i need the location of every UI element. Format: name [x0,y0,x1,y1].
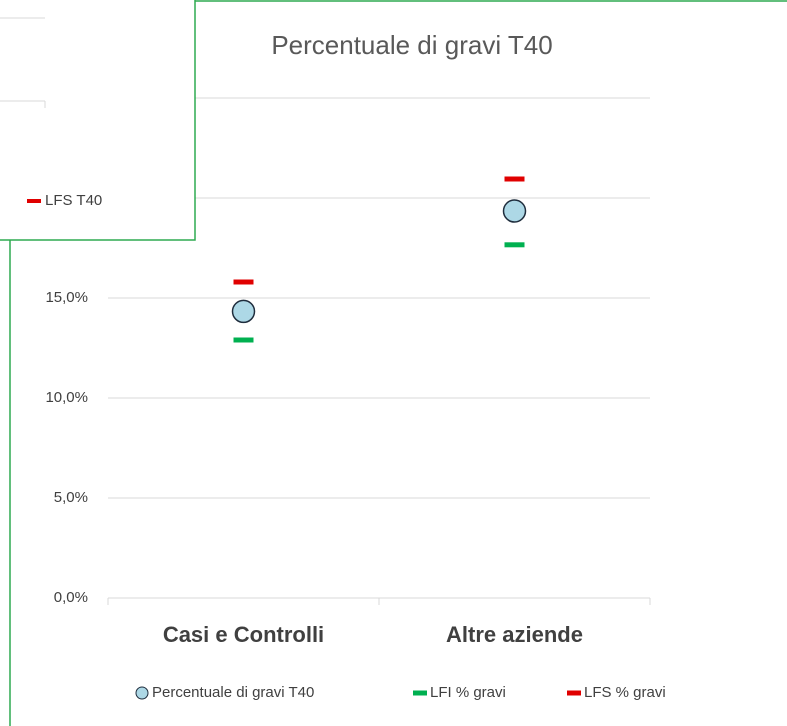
legend-entry: LFI % gravi [413,684,506,701]
legend-entry: LFS % gravi [567,684,666,701]
dash-marker [504,242,525,248]
dash-marker [413,690,427,696]
legend-label: LFS % gravi [584,684,666,701]
legend-label: Percentuale di gravi T40 [152,684,314,701]
point [231,299,256,324]
plot-area: 0,0%5,0%10,0%15,0%20,0%25,0%Casi e Contr… [45,89,665,701]
y-tick-label: 5,0% [54,489,88,506]
x-tick-label: Casi e Controlli [163,622,324,647]
dash-marker [233,337,254,343]
chart-title: Percentuale di gravi T40 [271,30,552,60]
dash-marker [567,690,581,696]
point [502,199,527,223]
legend-label: LFI % gravi [430,684,506,701]
y-tick-label: 0,0% [54,589,88,606]
dash-marker [504,176,525,182]
overlay-panel: LFS T40 [0,0,196,241]
y-tick-label: 10,0% [45,389,88,406]
y-tick-label: 15,0% [45,289,88,306]
x-tick-label: Altre aziende [446,622,583,647]
dash-marker [233,279,254,285]
point [135,686,149,700]
legend-entry: Percentuale di gravi T40 [135,684,314,701]
legend-label: LFS T40 [45,192,102,209]
legend-marker [27,199,41,203]
